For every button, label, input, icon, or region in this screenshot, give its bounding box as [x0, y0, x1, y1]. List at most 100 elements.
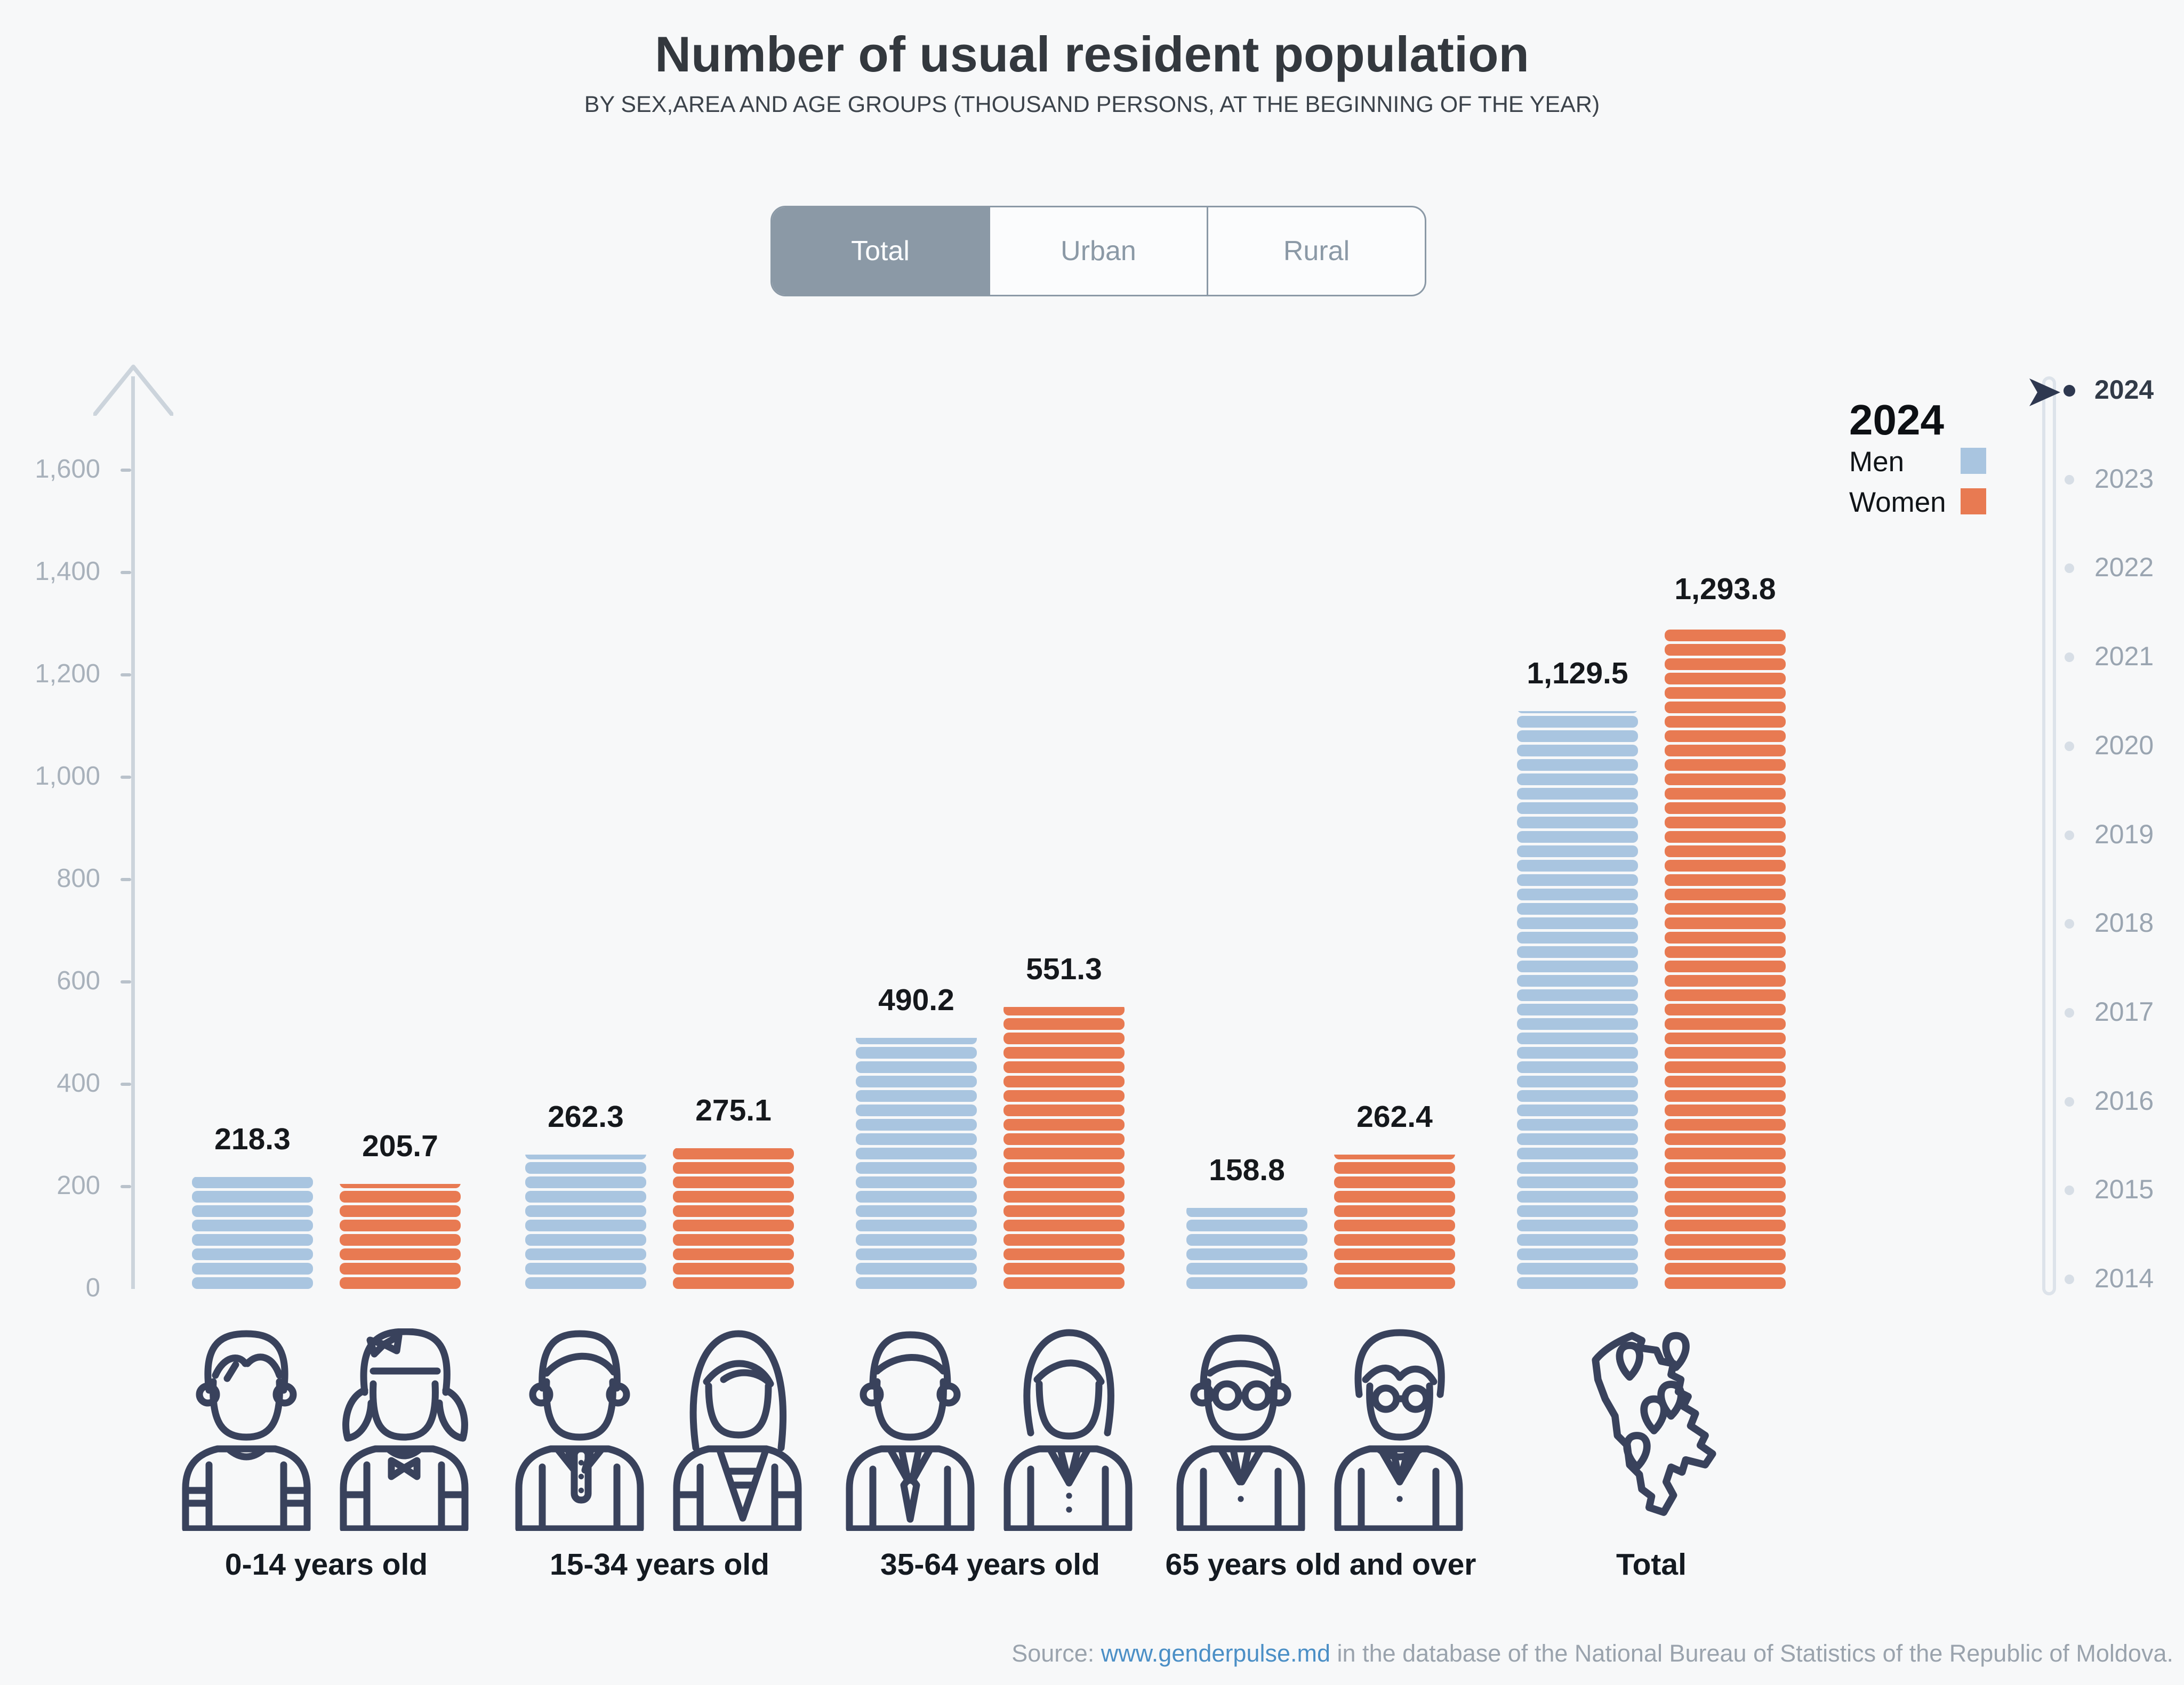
timeline-year-2024[interactable]: 2024: [2094, 375, 2154, 405]
y-axis-arrow-icon: [93, 365, 173, 416]
year-cursor-icon[interactable]: [2029, 378, 2061, 406]
bar-stripe: [1665, 1004, 1786, 1015]
timeline-dot-2024[interactable]: [2063, 385, 2075, 397]
bar-stripe: [1517, 711, 1638, 713]
tab-total[interactable]: Total: [772, 207, 989, 295]
bar-stripe: [856, 1076, 977, 1087]
bar-stripe: [1665, 673, 1786, 684]
bar-stripe: [1517, 1018, 1638, 1030]
bar-stripe: [1517, 961, 1638, 972]
bar-stripe: [1186, 1208, 1307, 1217]
timeline-dot-2018[interactable]: [2065, 919, 2074, 929]
bar-stripe: [1665, 1162, 1786, 1174]
bar-stripe: [1665, 932, 1786, 944]
timeline-year-2019[interactable]: 2019: [2094, 819, 2154, 849]
bar-stripe: [1517, 845, 1638, 857]
bar-women-1[interactable]: [673, 1148, 794, 1289]
source-note: Source: www.genderpulse.md in the databa…: [1011, 1640, 2173, 1667]
bar-stripe: [1517, 1162, 1638, 1174]
tab-urban[interactable]: Urban: [989, 207, 1207, 295]
timeline-dot-2020[interactable]: [2065, 741, 2074, 751]
tab-rural[interactable]: Rural: [1207, 207, 1425, 295]
timeline-dot-2014[interactable]: [2065, 1275, 2074, 1284]
timeline-dot-2021[interactable]: [2065, 652, 2074, 662]
bar-stripe: [1334, 1234, 1455, 1246]
young-man-icon: [515, 1330, 644, 1531]
timeline-dot-2017[interactable]: [2065, 1008, 2074, 1018]
bar-stripe: [856, 1090, 977, 1102]
bar-men-3[interactable]: [1186, 1208, 1307, 1289]
value-label-men-2: 490.2: [878, 983, 954, 1017]
bar-stripe: [192, 1263, 313, 1275]
timeline-dot-2016[interactable]: [2065, 1097, 2074, 1107]
year-timeline-track[interactable]: [2042, 376, 2056, 1295]
bar-stripe: [856, 1038, 977, 1044]
bar-stripe: [1665, 1234, 1786, 1246]
timeline-year-2017[interactable]: 2017: [2094, 997, 2154, 1027]
bar-stripe: [1665, 788, 1786, 800]
timeline-year-2016[interactable]: 2016: [2094, 1086, 2154, 1116]
bar-stripe: [856, 1191, 977, 1203]
timeline-year-2014[interactable]: 2014: [2094, 1263, 2154, 1293]
timeline-year-2020[interactable]: 2020: [2094, 730, 2154, 760]
bar-stripe: [192, 1234, 313, 1246]
bar-stripe: [340, 1277, 461, 1289]
bar-stripe: [192, 1277, 313, 1289]
bar-stripe: [1665, 1018, 1786, 1030]
bar-stripe: [1665, 961, 1786, 972]
bar-stripe: [1665, 730, 1786, 742]
bar-men-2[interactable]: [856, 1038, 977, 1289]
bar-stripe: [1665, 1220, 1786, 1231]
bar-stripe: [525, 1205, 646, 1217]
bar-stripe: [525, 1162, 646, 1174]
bar-stripe: [1517, 1263, 1638, 1275]
timeline-year-2018[interactable]: 2018: [2094, 908, 2154, 938]
bar-women-2[interactable]: [1003, 1007, 1125, 1289]
bar-stripe: [856, 1176, 977, 1188]
bar-stripe: [1517, 1205, 1638, 1217]
bar-stripe: [1517, 1061, 1638, 1073]
bar-stripe: [1665, 1176, 1786, 1188]
timeline-year-2023[interactable]: 2023: [2094, 464, 2154, 494]
bar-stripe: [673, 1234, 794, 1246]
bar-stripe: [1665, 845, 1786, 857]
timeline-dot-2019[interactable]: [2065, 831, 2074, 840]
bar-stripe: [1665, 989, 1786, 1001]
timeline-dot-2022[interactable]: [2065, 563, 2074, 573]
bar-women-0[interactable]: [340, 1184, 461, 1289]
bar-stripe: [1334, 1263, 1455, 1275]
bar-men-4[interactable]: [1517, 711, 1638, 1289]
source-link[interactable]: www.genderpulse.md: [1101, 1640, 1331, 1667]
bar-stripe: [1665, 1104, 1786, 1116]
timeline-year-2021[interactable]: 2021: [2094, 641, 2154, 671]
bar-women-3[interactable]: [1334, 1155, 1455, 1289]
boy-icon: [182, 1330, 311, 1531]
bar-stripe: [1665, 630, 1786, 641]
timeline-year-2022[interactable]: 2022: [2094, 552, 2154, 582]
timeline-year-2015[interactable]: 2015: [2094, 1174, 2154, 1204]
bar-stripe: [1186, 1263, 1307, 1275]
bar-stripe: [192, 1220, 313, 1231]
bar-stripe: [1665, 1133, 1786, 1145]
bar-men-1[interactable]: [525, 1155, 646, 1289]
bar-stripe: [673, 1162, 794, 1174]
bar-stripe: [673, 1148, 794, 1159]
girl-icon: [340, 1328, 469, 1531]
page-title: Number of usual resident population: [655, 26, 1529, 82]
bar-stripe: [340, 1184, 461, 1188]
bar-stripe: [1517, 817, 1638, 828]
bar-women-4[interactable]: [1665, 627, 1786, 1289]
page-subtitle: BY SEX,AREA AND AGE GROUPS (THOUSAND PER…: [584, 92, 1600, 117]
bar-stripe: [525, 1155, 646, 1159]
timeline-dot-2015[interactable]: [2065, 1186, 2074, 1195]
bar-stripe: [1517, 802, 1638, 814]
bar-stripe: [1665, 860, 1786, 872]
suit-man-icon: [846, 1331, 975, 1531]
bar-stripe: [1334, 1220, 1455, 1231]
value-label-men-1: 262.3: [548, 1100, 624, 1134]
bar-stripe: [1665, 946, 1786, 958]
bar-men-0[interactable]: [192, 1177, 313, 1289]
bar-stripe: [1517, 831, 1638, 843]
y-tick-mark: [121, 980, 131, 983]
timeline-dot-2023[interactable]: [2065, 475, 2074, 485]
